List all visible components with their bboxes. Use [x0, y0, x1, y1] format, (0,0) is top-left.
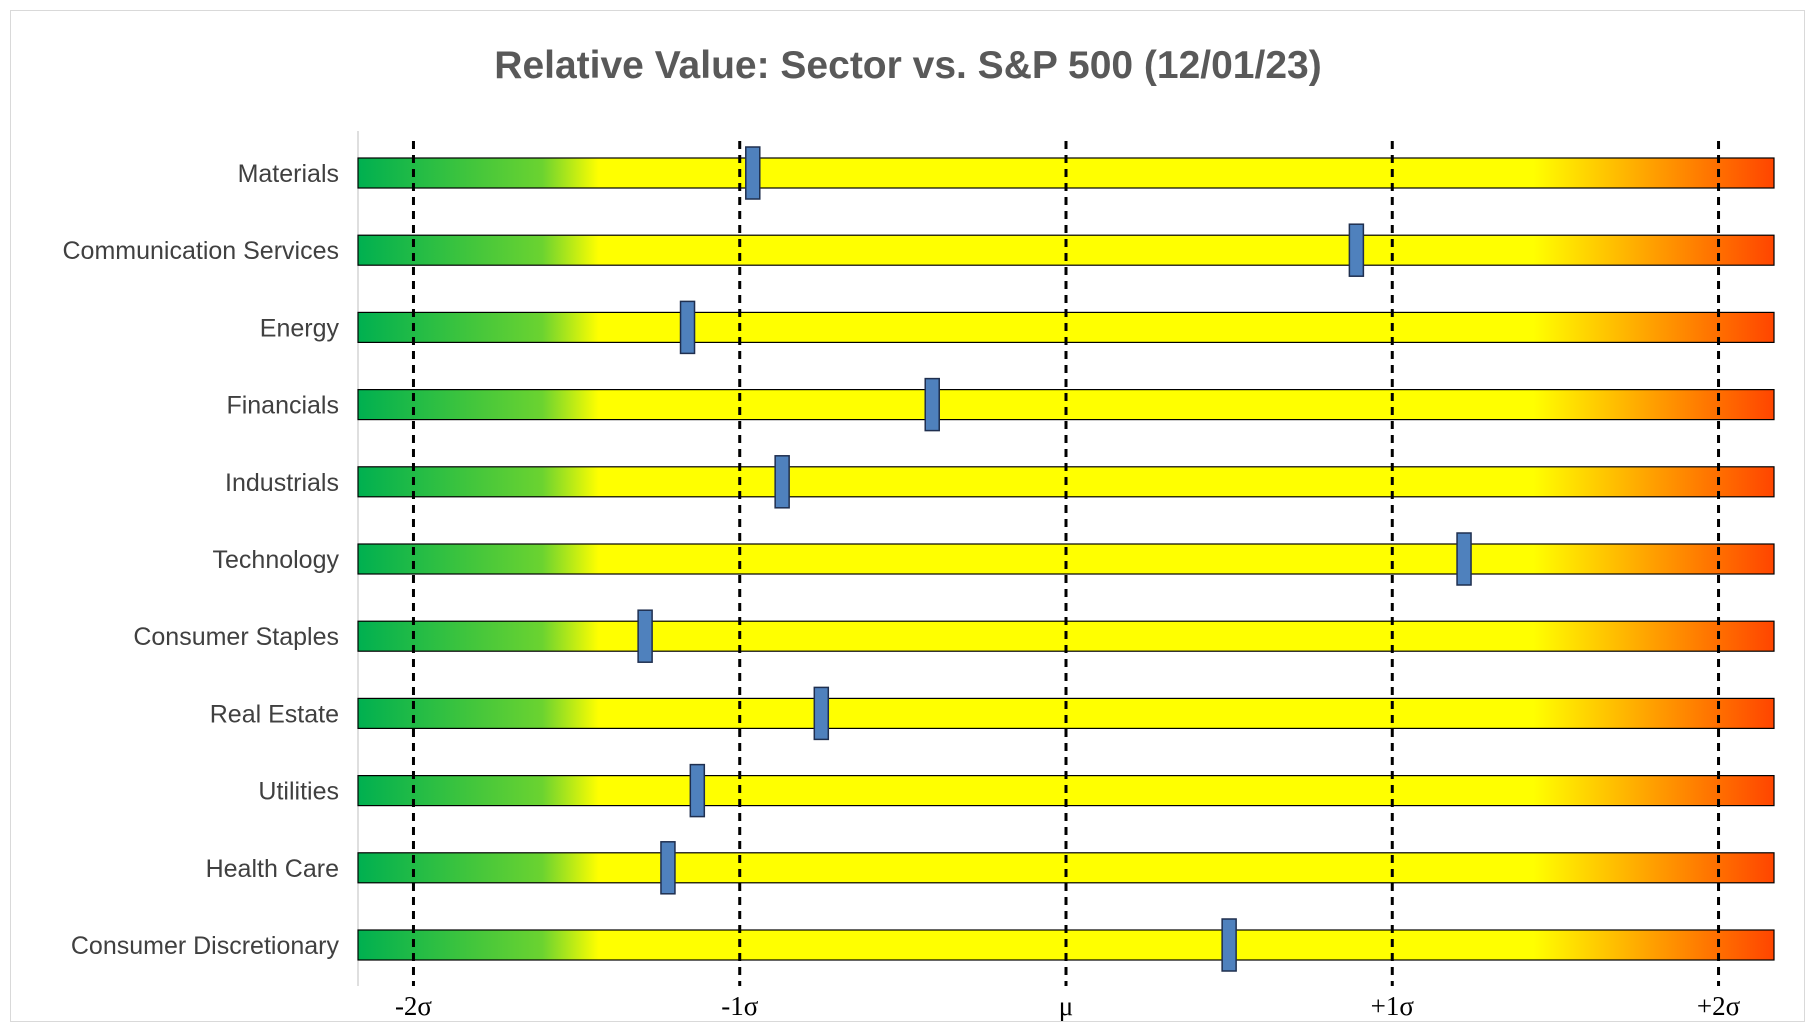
value-marker — [1456, 532, 1472, 586]
category-label: Communication Services — [63, 237, 340, 265]
sigma-guide-lines — [411, 141, 1721, 986]
value-marker — [1221, 918, 1237, 972]
category-label: Industrials — [225, 469, 339, 497]
category-label: Utilities — [258, 778, 339, 806]
value-marker — [774, 455, 790, 509]
chart-frame: Relative Value: Sector vs. S&P 500 (12/0… — [10, 10, 1805, 1022]
category-label: Financials — [226, 392, 339, 420]
value-marker — [679, 300, 696, 355]
value-marker — [660, 841, 676, 895]
x-tick-label: -1σ — [721, 991, 758, 1021]
category-label: Consumer Discretionary — [71, 932, 340, 960]
value-marker — [689, 763, 706, 818]
value-marker — [924, 377, 940, 432]
chart-title: Relative Value: Sector vs. S&P 500 (12/0… — [494, 44, 1321, 87]
x-tick-label: +2σ — [1697, 991, 1741, 1021]
value-markers — [637, 146, 1472, 972]
x-tick-label: +1σ — [1371, 991, 1415, 1021]
category-label: Materials — [238, 160, 339, 188]
value-marker — [813, 686, 830, 741]
value-marker — [1348, 223, 1365, 277]
x-tick-label: -2σ — [395, 991, 432, 1021]
category-label: Health Care — [206, 855, 339, 883]
category-rows: Materials Communication Services Energy Fin… — [63, 131, 1775, 986]
category-label: Consumer Staples — [133, 623, 339, 651]
x-axis-ticks: -2σ -1σ μ +1σ +2σ — [395, 991, 1741, 1021]
category-label: Energy — [260, 314, 340, 342]
value-marker — [637, 609, 653, 663]
relative-value-chart: Relative Value: Sector vs. S&P 500 (12/0… — [63, 44, 1775, 1021]
value-marker — [745, 146, 761, 200]
x-tick-label: μ — [1059, 991, 1073, 1021]
category-label: Technology — [213, 546, 340, 574]
category-label: Real Estate — [210, 700, 339, 728]
